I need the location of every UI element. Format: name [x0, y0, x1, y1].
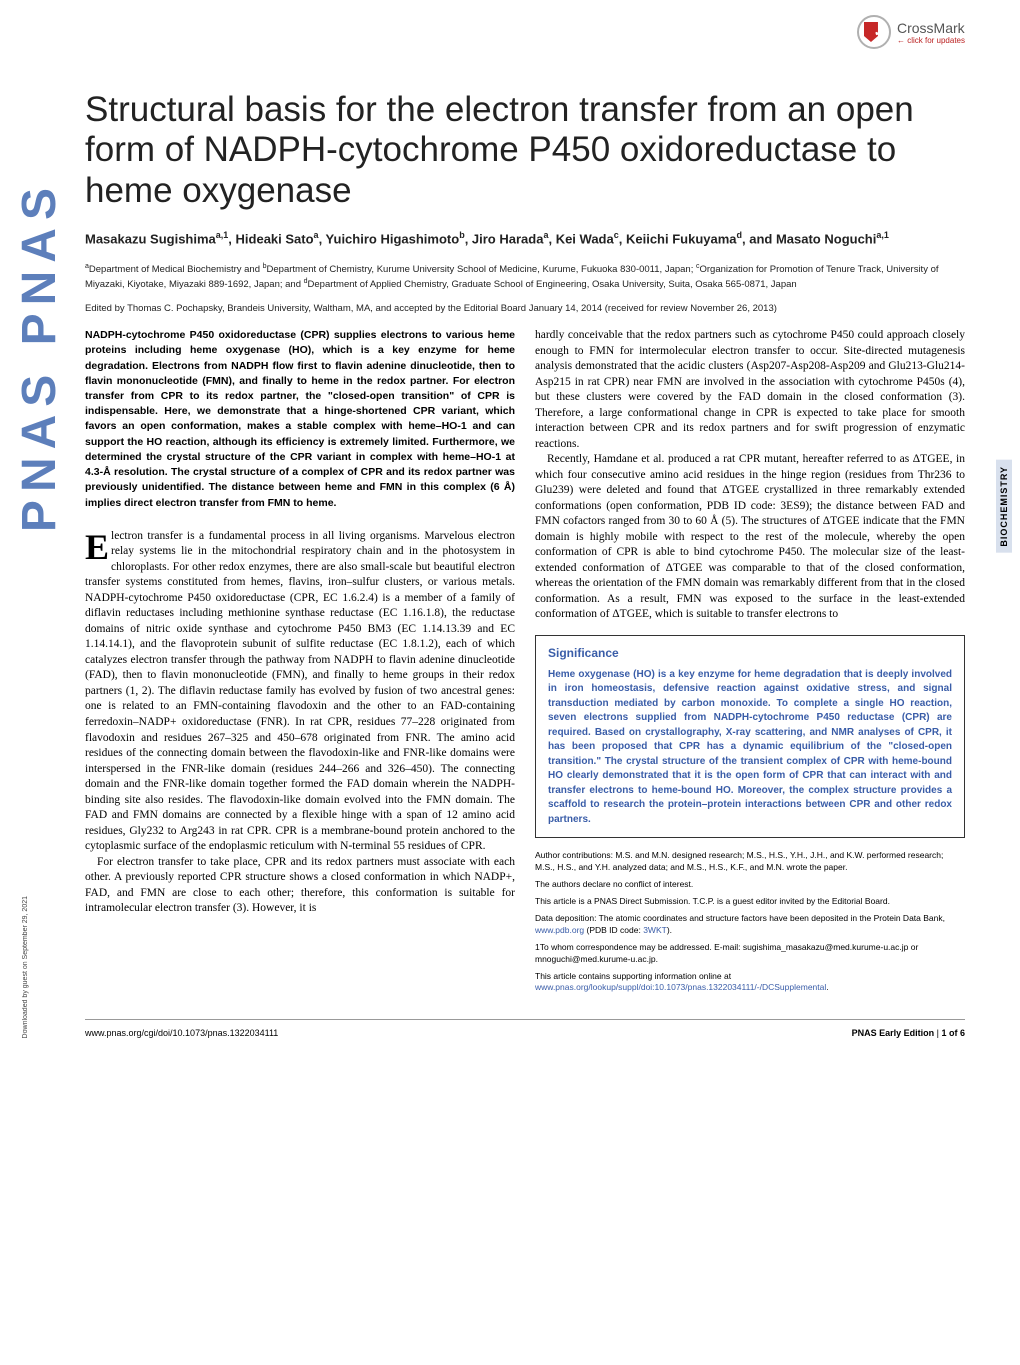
body-text-right: hardly conceivable that the redox partne…: [535, 328, 965, 623]
conflict-statement: The authors declare no conflict of inter…: [535, 879, 965, 891]
significance-box: Significance Heme oxygenase (HO) is a ke…: [535, 635, 965, 839]
body-text-left: Electron transfer is a fundamental proce…: [85, 529, 515, 917]
author-list: Masakazu Sugishimaa,1, Hideaki Satoa, Yu…: [85, 229, 965, 249]
crossmark-sublabel: ← click for updates: [897, 36, 965, 45]
significance-body: Heme oxygenase (HO) is a key enzyme for …: [548, 668, 952, 828]
crossmark-icon: [857, 15, 891, 49]
footnotes: Author contributions: M.S. and M.N. desi…: [535, 850, 965, 994]
supporting-info: This article contains supporting informa…: [535, 971, 965, 995]
significance-title: Significance: [548, 646, 952, 660]
supplemental-link[interactable]: www.pnas.org/lookup/suppl/doi:10.1073/pn…: [535, 982, 826, 992]
abstract: NADPH-cytochrome P450 oxidoreductase (CP…: [85, 328, 515, 511]
crossmark-label: CrossMark: [897, 20, 965, 36]
edited-by: Edited by Thomas C. Pochapsky, Brandeis …: [85, 303, 965, 314]
right-column: hardly conceivable that the redox partne…: [535, 328, 965, 999]
pdb-code-link[interactable]: 3WKT: [643, 925, 667, 935]
page-footer: www.pnas.org/cgi/doi/10.1073/pnas.132203…: [85, 1019, 965, 1038]
article-title: Structural basis for the electron transf…: [85, 90, 965, 211]
dropcap: E: [85, 529, 111, 563]
author-contributions: Author contributions: M.S. and M.N. desi…: [535, 850, 965, 874]
data-deposition: Data deposition: The atomic coordinates …: [535, 913, 965, 937]
pdb-link[interactable]: www.pdb.org: [535, 925, 584, 935]
correspondence: 1To whom correspondence may be addressed…: [535, 942, 965, 966]
affiliations: aDepartment of Medical Biochemistry and …: [85, 262, 965, 291]
left-column: NADPH-cytochrome P450 oxidoreductase (CP…: [85, 328, 515, 999]
direct-submission: This article is a PNAS Direct Submission…: [535, 896, 965, 908]
footer-page: PNAS Early Edition | 1 of 6: [852, 1028, 965, 1038]
crossmark-badge[interactable]: CrossMark ← click for updates: [857, 15, 965, 49]
footer-doi: www.pnas.org/cgi/doi/10.1073/pnas.132203…: [85, 1028, 278, 1038]
